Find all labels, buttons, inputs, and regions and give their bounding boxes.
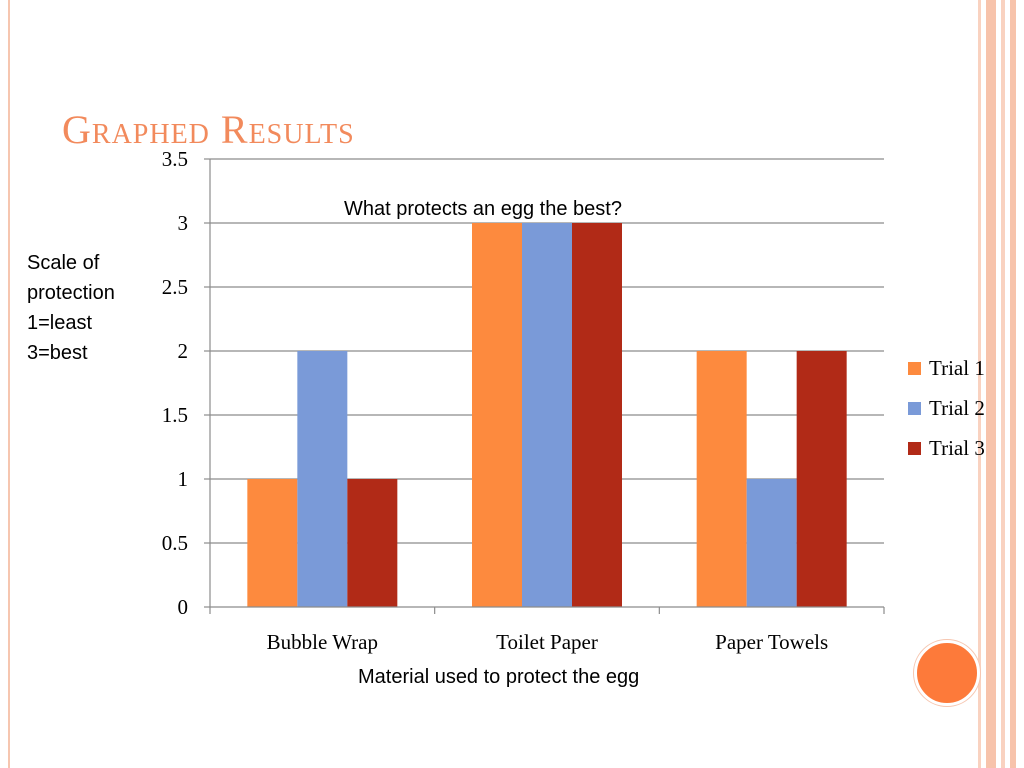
y-tick-label: 1.5 <box>162 403 188 427</box>
bar-trial-2-bubble-wrap <box>297 351 348 607</box>
right-border-stripe <box>986 0 996 768</box>
legend-swatch <box>908 441 921 455</box>
y-tick-label: 1 <box>178 467 189 491</box>
x-tick-label: Toilet Paper <box>496 630 598 654</box>
right-border-stripe <box>978 0 981 768</box>
axes <box>204 158 885 614</box>
y-tick-label: 2.5 <box>162 275 188 299</box>
right-border-stripe <box>1001 0 1005 768</box>
bar-trial-1-bubble-wrap <box>247 479 298 607</box>
legend-item-trial-2: Trial 2 <box>908 388 985 428</box>
y-axis-label-line: 1=least <box>27 312 93 334</box>
legend: Trial 1 Trial 2 Trial 3 <box>908 348 985 468</box>
bars <box>247 223 847 607</box>
bar-trial-3-toilet-paper <box>572 223 622 607</box>
left-border-line <box>8 0 10 768</box>
y-axis-label-line: Scale of <box>27 252 100 274</box>
legend-label: Trial 1 <box>929 355 985 380</box>
legend-swatch <box>908 361 921 375</box>
bar-trial-3-bubble-wrap <box>347 479 398 607</box>
tick-labels: 0 0.5 1 1.5 2 2.5 3 3.5 Bubble Wrap Toilet Paper P… <box>162 147 828 654</box>
y-tick-label: 0.5 <box>162 531 188 555</box>
bar-trial-1-toilet-paper <box>472 223 522 607</box>
slide-title: Graphed Results <box>62 107 355 152</box>
y-axis-label-line: protection <box>27 282 115 304</box>
legend-item-trial-1: Trial 1 <box>908 348 985 388</box>
bar-trial-1-paper-towels <box>696 351 747 607</box>
right-border-stripe <box>1010 0 1016 768</box>
y-axis-label: Scale of protection 1=least 3=best <box>27 248 115 368</box>
x-tick-label: Paper Towels <box>715 630 828 654</box>
decorative-circle <box>914 640 980 706</box>
y-tick-label: 3.5 <box>162 147 188 171</box>
legend-swatch <box>908 401 921 415</box>
legend-label: Trial 2 <box>929 395 985 420</box>
y-tick-label: 0 <box>178 595 189 619</box>
legend-item-trial-3: Trial 3 <box>908 428 985 468</box>
y-tick-label: 3 <box>178 211 189 235</box>
x-axis-label: Material used to protect the egg <box>358 666 640 688</box>
legend-label: Trial 3 <box>929 435 985 460</box>
bar-trial-3-paper-towels <box>796 351 847 607</box>
y-axis-label-line: 3=best <box>27 342 88 364</box>
bar-trial-2-toilet-paper <box>522 223 572 607</box>
x-tick-label: Bubble Wrap <box>267 630 378 654</box>
bar-trial-2-paper-towels <box>746 479 797 607</box>
chart-title: What protects an egg the best? <box>344 198 622 220</box>
y-tick-label: 2 <box>178 339 189 363</box>
